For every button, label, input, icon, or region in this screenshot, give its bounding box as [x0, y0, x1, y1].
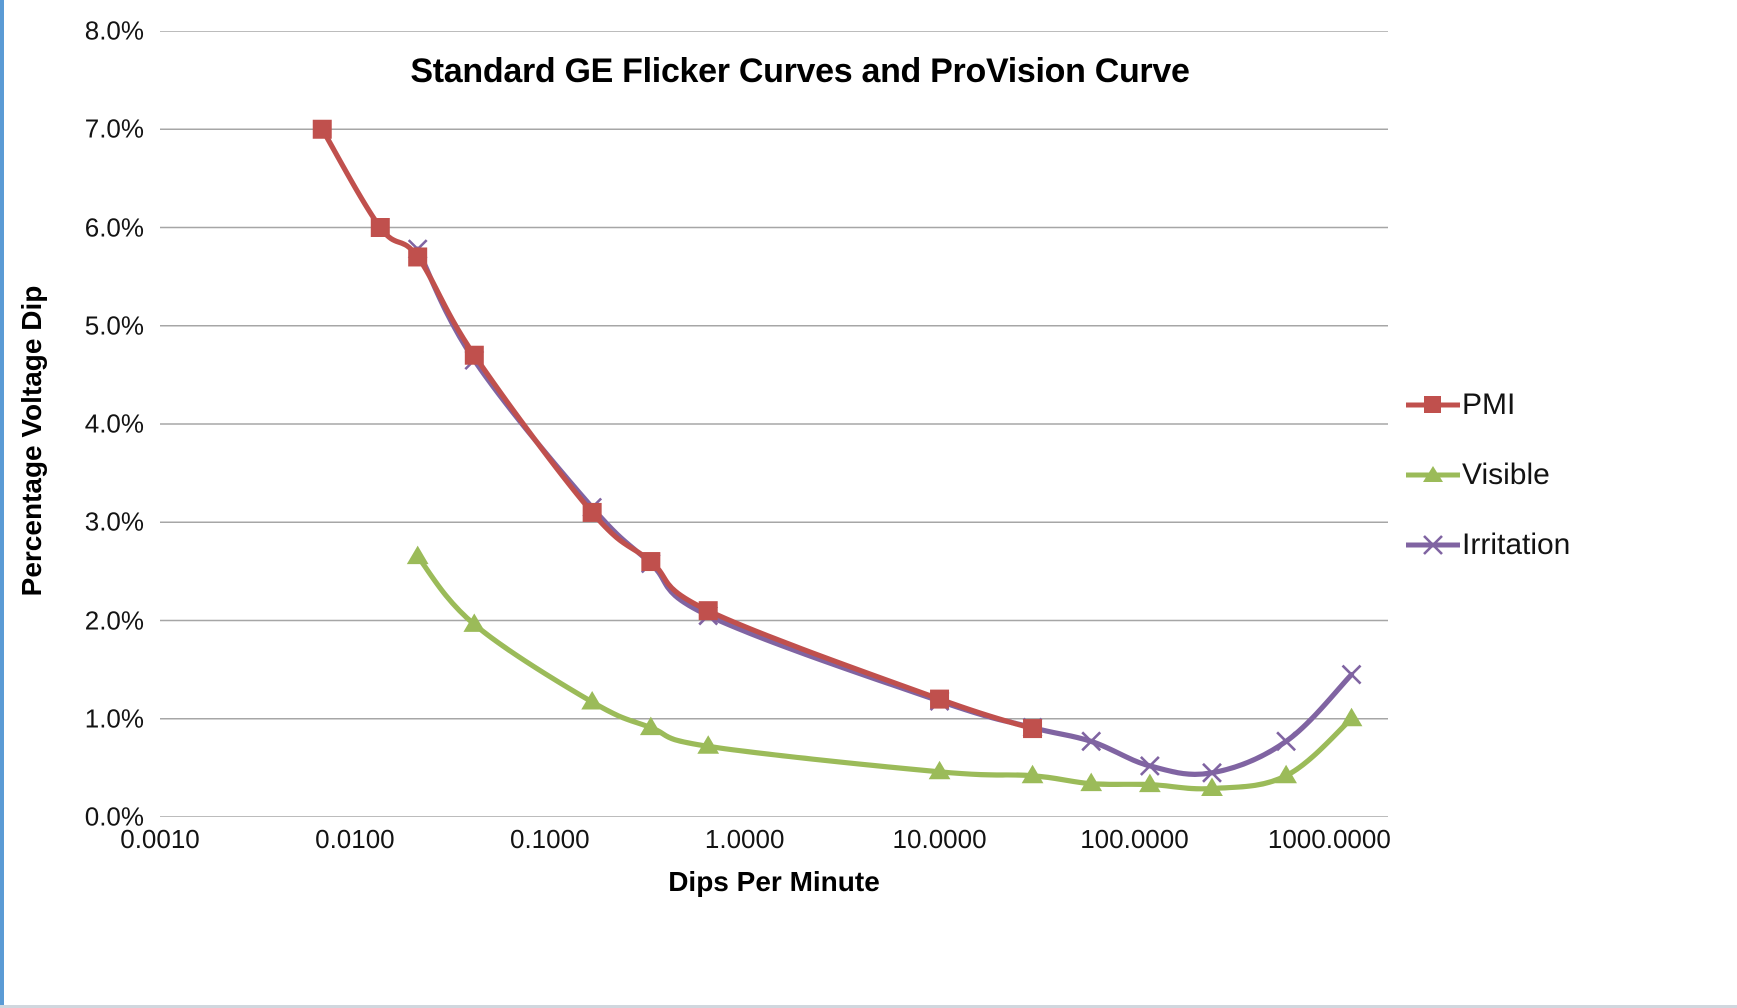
- legend-marker-pmi-icon: [1404, 392, 1462, 418]
- legend-item-pmi[interactable]: PMI: [1404, 370, 1734, 440]
- data-point-visible: [639, 716, 662, 736]
- data-point-irritation: [1081, 731, 1102, 752]
- chart-canvas: [160, 31, 1388, 817]
- y-tick-label: 5.0%: [84, 310, 144, 341]
- chart-legend: PMI Visible Irritation: [1404, 370, 1734, 580]
- data-point-irritation: [1202, 762, 1222, 783]
- series-line-irritation: [415, 246, 1355, 777]
- legend-marker-irritation-icon: [1404, 532, 1462, 558]
- data-point-visible: [697, 735, 720, 754]
- legend-label: PMI: [1462, 388, 1516, 421]
- y-axis-tick-labels: 0.0% 1.0% 2.0% 3.0% 4.0% 5.0% 6.0% 7.0% 8.0%: [24, 16, 144, 832]
- data-point-irritation: [1276, 731, 1297, 752]
- legend-square-icon: [1424, 396, 1441, 413]
- legend-item-visible[interactable]: Visible: [1404, 440, 1734, 510]
- data-point-visible: [581, 691, 604, 710]
- data-point-irritation: [1139, 755, 1160, 776]
- chart-title: Standard GE Flicker Curves and ProVision…: [410, 52, 1190, 90]
- data-point-pmi: [1023, 719, 1043, 739]
- data-point-visible: [1201, 777, 1223, 797]
- series-line-pmi: [319, 126, 1036, 732]
- data-point-pmi: [408, 247, 428, 267]
- x-tick-label: 0.0100: [315, 824, 395, 854]
- data-point-pmi: [582, 502, 602, 522]
- data-point-pmi: [312, 119, 332, 139]
- series-pmi: [312, 119, 1043, 739]
- y-tick-label: 7.0%: [84, 113, 144, 144]
- y-tick-label: 4.0%: [84, 408, 144, 439]
- data-point-pmi: [464, 345, 484, 365]
- x-tick-label: 0.0010: [120, 824, 200, 854]
- x-tick-label: 1.0000: [704, 824, 785, 854]
- data-point-visible: [1080, 772, 1103, 792]
- data-point-visible: [1275, 764, 1297, 784]
- series-line-visible: [415, 554, 1355, 792]
- y-tick-label: 1.0%: [84, 703, 144, 734]
- data-point-visible: [406, 545, 429, 565]
- data-point-visible: [1021, 764, 1044, 784]
- left-accent-border: [0, 0, 4, 1008]
- legend-cross-icon: [1423, 535, 1443, 555]
- x-axis-title: Dips Per Minute: [668, 866, 880, 897]
- y-tick-label: 8.0%: [84, 15, 144, 46]
- y-tick-label: 0.0%: [84, 801, 144, 832]
- data-point-pmi: [698, 601, 718, 621]
- data-point-visible: [463, 613, 486, 632]
- plot-area: [160, 31, 1388, 817]
- data-point-visible: [1139, 773, 1161, 793]
- legend-label: Irritation: [1462, 528, 1571, 561]
- y-tick-label: 6.0%: [84, 212, 144, 242]
- data-point-visible: [1340, 707, 1363, 727]
- data-point-pmi: [641, 552, 661, 572]
- y-tick-label: 2.0%: [84, 605, 144, 635]
- legend-item-irritation[interactable]: Irritation: [1404, 510, 1734, 580]
- data-point-irritation: [1341, 664, 1362, 685]
- legend-triangle-icon: [1423, 466, 1443, 482]
- legend-marker-visible-icon: [1404, 462, 1462, 488]
- legend-label: Visible: [1462, 458, 1550, 491]
- data-point-pmi: [930, 689, 950, 709]
- series-irritation: [407, 239, 1362, 783]
- bottom-border: [0, 1005, 1737, 1008]
- data-point-visible: [928, 760, 951, 780]
- x-tick-label: 1000.0000: [1267, 824, 1391, 854]
- x-tick-label: 10.0000: [892, 824, 987, 854]
- x-tick-label: 0.1000: [510, 824, 590, 854]
- x-axis-tick-labels: 0.0010 0.0100 0.1000 1.0000 10.0000 100.0000 1…: [120, 824, 1391, 864]
- y-tick-label: 3.0%: [84, 506, 144, 537]
- data-point-pmi: [370, 218, 390, 237]
- series-visible: [406, 545, 1363, 797]
- x-tick-label: 100.0000: [1080, 824, 1189, 854]
